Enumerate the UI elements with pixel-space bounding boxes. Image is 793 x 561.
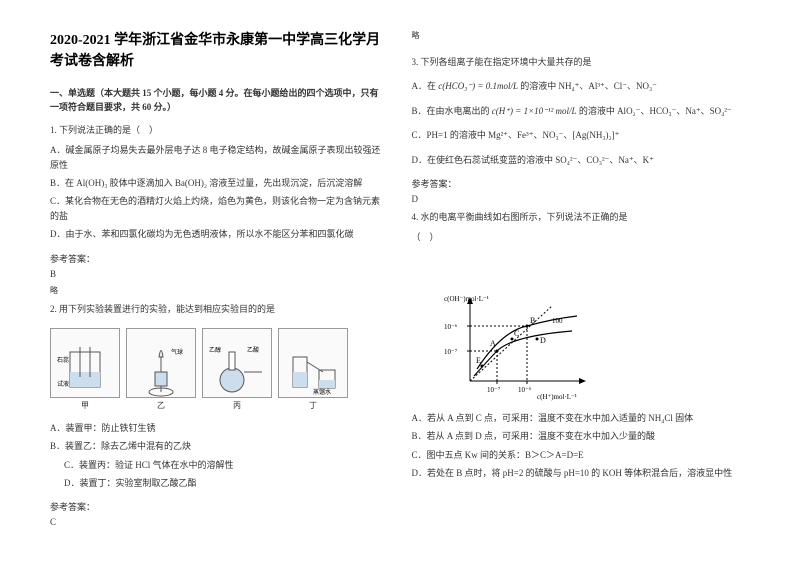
left-column: 2020-2021 学年浙江省金华市永康第一中学高三化学月考试卷含解析 一、单选…: [50, 30, 382, 533]
apparatus-tag: 气球: [171, 348, 183, 356]
q1-answer: B: [50, 269, 382, 279]
q3-option-c: C．PH=1 的溶液中 Mg²⁺、Fe³⁺、NO₃⁻、[Ag(NH₃)₂]⁺: [412, 128, 744, 142]
apparatus-jia-svg: 石蕊 试液: [55, 342, 115, 397]
x-axis-label: c(H⁺)mol·L⁻¹: [537, 393, 577, 401]
apparatus-jia: 石蕊 试液 甲: [50, 328, 120, 411]
apparatus-yi: 气球 乙: [126, 328, 196, 411]
xtick: 10⁻⁶: [518, 386, 532, 394]
q2-explanation: 略: [412, 30, 744, 41]
q3-option-d: D．在使红色石蕊试纸变蓝的溶液中 SO₄²⁻、CO₃²⁻、Na⁺、K⁺: [412, 153, 744, 167]
answer-label-1: 参考答案：: [50, 252, 382, 265]
apparatus-tag: 石蕊: [57, 356, 69, 364]
apparatus-label: 乙: [126, 400, 196, 411]
apparatus-tag: 试液: [57, 380, 69, 388]
point-c: C: [514, 329, 519, 338]
q2-answer: C: [50, 517, 382, 527]
q3-option-a: A．在 c(HCO₃⁻) = 0.1mol/L 的溶液中 NH₄⁺、Al³⁺、C…: [412, 79, 744, 93]
question-4: 4. 水的电离平衡曲线如右图所示，下列说法不正确的是: [412, 210, 744, 224]
apparatus-ding-svg: 蒸馏水: [283, 342, 343, 397]
exam-page: 2020-2021 学年浙江省金华市永康第一中学高三化学月考试卷含解析 一、单选…: [0, 0, 793, 553]
q3b-pre: B．在由水电离出的: [412, 106, 490, 116]
q1-option-c: C．某化合物在无色的酒精灯火焰上灼烧，焰色为黄色，则该化合物一定为含钠元素的盐: [50, 194, 382, 223]
right-column: 略 3. 下列各组离子能在指定环境中大量共存的是 A．在 c(HCO₃⁻) = …: [412, 30, 744, 533]
point-e: E: [476, 356, 481, 365]
apparatus-yi-svg: 气球: [131, 342, 191, 397]
xtick: 10⁻⁷: [487, 386, 501, 394]
q4-option-a: A．若从 A 点到 C 点，可采用：温度不变在水中加入适量的 NH₄Cl 固体: [412, 411, 744, 425]
q4-option-d: D．若处在 B 点时，将 pH=2 的硫酸与 pH=10 的 KOH 等体积混合…: [412, 466, 744, 480]
q3b-post: 的溶液中 AlO₂⁻、HCO₃⁻、Na⁺、SO₄²⁻: [579, 106, 732, 116]
q3a-post: 的溶液中 NH₄⁺、Al³⁺、Cl⁻、NO₃⁻: [520, 81, 657, 91]
q2-option-b: B．装置乙：除去乙烯中混有的乙炔: [50, 439, 382, 453]
section-1-header: 一、单选题（本大题共 15 个小题，每小题 4 分。在每小题给出的四个选项中，只…: [50, 86, 382, 115]
ionization-curve-chart: 10⁻⁶ 10⁻⁷ 10⁻⁷ 10⁻⁶: [442, 291, 592, 401]
q1-option-b: B．在 Al(OH)₃ 胶体中逐滴加入 Ba(OH)₂ 溶液至过量，先出现沉淀，…: [50, 176, 382, 190]
apparatus-tag: 乙酸: [247, 346, 259, 354]
apparatus-label: 丙: [202, 400, 272, 411]
question-4-paren: （ ）: [412, 230, 744, 244]
q2-option-d: D．装置丁：实验室制取乙酸乙酯: [50, 476, 382, 490]
question-2: 2. 用下列实验装置进行的实验，能达到相应实验目的的是: [50, 302, 382, 316]
q1-option-d: D．由于水、苯和四氯化碳均为无色透明液体，所以水不能区分苯和四氯化碳: [50, 227, 382, 241]
ytick: 10⁻⁷: [444, 348, 458, 356]
q3-answer: D: [412, 194, 744, 204]
apparatus-ding: 蒸馏水 丁: [278, 328, 348, 411]
q3a-formula: c(HCO₃⁻) = 0.1mol/L: [438, 81, 518, 91]
apparatus-label: 甲: [50, 400, 120, 411]
apparatus-bing-svg: 乙醇 乙酸: [207, 342, 267, 397]
exam-title: 2020-2021 学年浙江省金华市永康第一中学高三化学月考试卷含解析: [50, 30, 382, 72]
apparatus-tag: 乙醇: [209, 346, 221, 354]
question-1: 1. 下列说法正确的是（ ）: [50, 123, 382, 137]
q4-option-b: B．若从 A 点到 D 点，可采用：温度不变在水中加入少量的酸: [412, 429, 744, 443]
apparatus-bing: 乙醇 乙酸 丙: [202, 328, 272, 411]
point-a: A: [490, 339, 496, 348]
temp-label: 100: [552, 317, 563, 325]
q4-option-c: C．图中五点 Kw 间的关系：B＞C＞A=D=E: [412, 448, 744, 462]
q2-option-c: C．装置丙：验证 HCl 气体在水中的溶解性: [50, 458, 382, 472]
point-d: D: [540, 336, 546, 345]
apparatus-tag: 蒸馏水: [313, 388, 331, 396]
question-3: 3. 下列各组离子能在指定环境中大量共存的是: [412, 55, 744, 69]
answer-label-2: 参考答案：: [50, 500, 382, 513]
point-b: B: [530, 316, 535, 325]
y-axis-label: c(OH⁻)mol·L⁻¹: [444, 295, 489, 303]
q1-option-a: A．碱金属原子均易失去最外层电子达 8 电子稳定结构，故碱金属原子表现出较强还原…: [50, 143, 382, 172]
q1-explanation: 略: [50, 285, 382, 296]
q2-option-a: A．装置甲：防止铁钉生锈: [50, 421, 382, 435]
q3-option-b: B．在由水电离出的 c(H⁺) = 1×10⁻¹² mol/L 的溶液中 AlO…: [412, 104, 744, 118]
ytick: 10⁻⁶: [444, 323, 458, 331]
q3a-pre: A．在: [412, 81, 437, 91]
chart-svg: 10⁻⁶ 10⁻⁷ 10⁻⁷ 10⁻⁶: [442, 291, 592, 401]
answer-label-3: 参考答案：: [412, 177, 744, 190]
q3b-formula: c(H⁺) = 1×10⁻¹² mol/L: [492, 106, 577, 116]
apparatus-diagram-row: 石蕊 试液 甲 气球 乙: [50, 328, 382, 411]
apparatus-label: 丁: [278, 400, 348, 411]
